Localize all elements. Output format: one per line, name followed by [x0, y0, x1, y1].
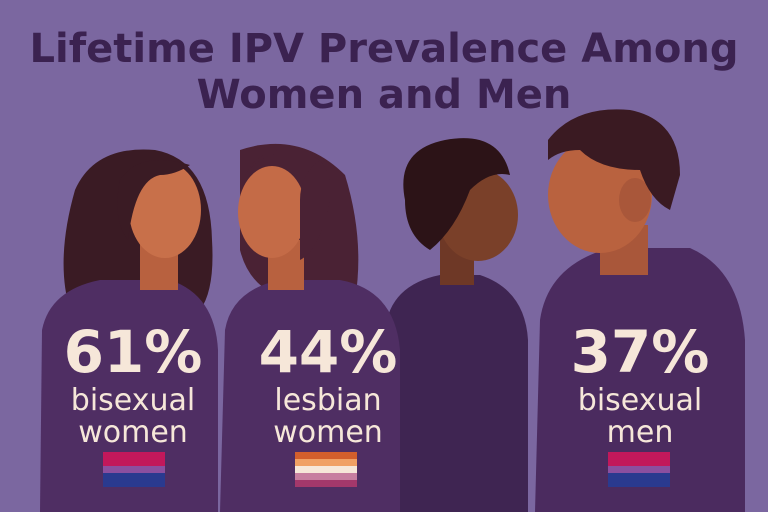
label: bisexual: [578, 383, 702, 418]
label: lesbian: [274, 383, 381, 418]
percent: 61%: [64, 318, 203, 386]
bisexual-flag: [103, 452, 165, 487]
title-line: Women and Men: [197, 72, 572, 118]
lesbian-flag: [295, 452, 357, 487]
person-3: [385, 138, 528, 512]
label: bisexual: [71, 383, 195, 418]
label: women: [273, 415, 383, 450]
label: men: [607, 415, 674, 450]
title-line: Lifetime IPV Prevalence Among: [30, 26, 739, 72]
percent: 44%: [259, 318, 398, 386]
bisexual-flag: [608, 452, 670, 487]
label: women: [78, 415, 188, 450]
percent: 37%: [571, 318, 710, 386]
person-1: [40, 149, 218, 512]
person-4: [535, 109, 745, 512]
